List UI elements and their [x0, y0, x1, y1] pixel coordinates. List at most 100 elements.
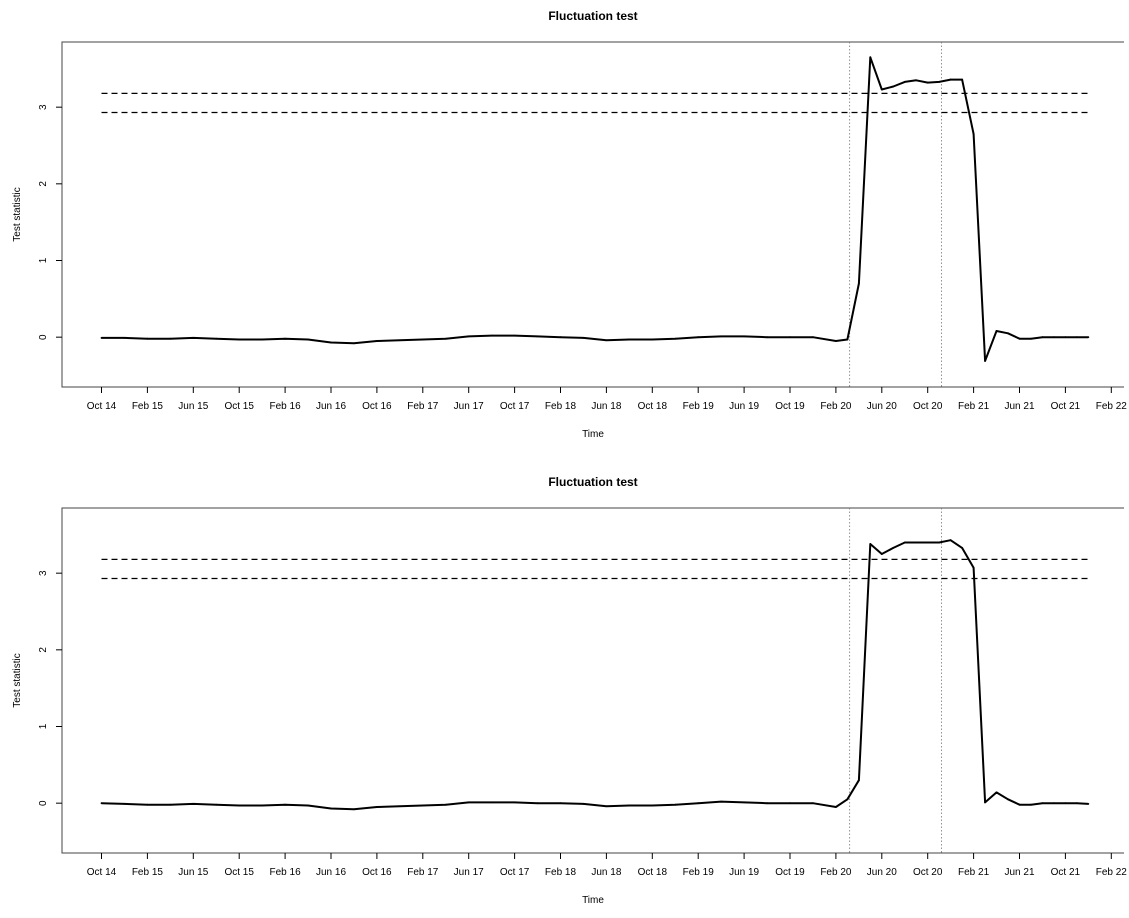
- data-point: [398, 805, 401, 808]
- chart-title: Fluctuation test: [548, 475, 637, 489]
- data-point: [284, 803, 286, 806]
- data-point: [1007, 332, 1009, 335]
- x-tick-label: Feb 22: [1096, 401, 1128, 412]
- data-point: [697, 802, 700, 805]
- y-tick-label: 2: [38, 647, 49, 653]
- data-point: [1018, 803, 1021, 806]
- data-point: [1007, 798, 1009, 801]
- data-point: [926, 541, 929, 544]
- x-tick-label: Feb 15: [132, 401, 164, 412]
- data-point: [835, 806, 837, 808]
- data-point: [536, 335, 539, 338]
- data-point: [880, 553, 883, 555]
- x-tick-label: Feb 16: [270, 867, 302, 878]
- x-tick-label: Feb 21: [958, 867, 990, 878]
- data-point: [146, 803, 149, 806]
- data-point: [674, 803, 677, 806]
- data-point: [766, 336, 768, 339]
- data-point: [1064, 802, 1067, 805]
- data-point: [835, 340, 837, 342]
- data-point: [857, 282, 860, 285]
- data-point: [605, 805, 608, 808]
- data-point: [123, 803, 126, 805]
- chart-panel-top: Fluctuation test 0 1 2 3 Test statistic Oct 14…: [0, 0, 1129, 452]
- data-point: [651, 804, 654, 807]
- data-point: [238, 804, 241, 807]
- data-point: [330, 807, 332, 810]
- data-point: [628, 804, 631, 807]
- y-tick-label: 1: [38, 723, 49, 729]
- data-point: [926, 81, 929, 84]
- x-tick-label: Oct 17: [500, 401, 530, 412]
- x-tick-label: Feb 21: [958, 401, 990, 412]
- x-tick-label: Feb 15: [132, 867, 164, 878]
- data-point: [846, 338, 849, 341]
- y-tick-label: 3: [38, 104, 49, 110]
- data-point: [984, 801, 986, 804]
- data-point: [1030, 337, 1032, 340]
- x-tick-label: Feb 19: [683, 867, 715, 878]
- data-point: [766, 802, 768, 805]
- data-point: [421, 804, 424, 807]
- x-tick-label: Jun 18: [591, 401, 621, 412]
- data-point: [353, 342, 355, 345]
- x-tick-label: Oct 14: [87, 867, 117, 878]
- data-point: [376, 340, 378, 342]
- x-tick-label: Jun 16: [316, 401, 346, 412]
- x-tick-label: Oct 17: [500, 867, 530, 878]
- data-point: [513, 801, 516, 804]
- data-point: [995, 330, 998, 332]
- data-point: [330, 341, 332, 344]
- data-point: [720, 335, 723, 338]
- x-tick-label: Jun 21: [1004, 401, 1034, 412]
- data-point: [467, 801, 470, 804]
- x-tick-label: Feb 17: [407, 867, 439, 878]
- data-point: [972, 133, 975, 135]
- data-point: [192, 803, 195, 805]
- data-point: [559, 802, 562, 805]
- data-point: [444, 337, 447, 340]
- x-tick-label: Oct 20: [913, 867, 943, 878]
- chart-title: Fluctuation test: [548, 9, 637, 23]
- data-point: [1030, 803, 1032, 806]
- data-point: [215, 803, 218, 806]
- x-tick-label: Jun 20: [867, 401, 897, 412]
- data-point: [915, 541, 918, 544]
- x-tick-label: Feb 16: [270, 401, 302, 412]
- data-point: [949, 539, 952, 542]
- x-tick-label: Jun 15: [178, 401, 208, 412]
- data-point: [467, 335, 470, 338]
- y-tick-label: 0: [38, 800, 49, 806]
- data-point: [307, 338, 309, 341]
- data-point: [1075, 336, 1078, 339]
- y-axis-label: Test statistic: [12, 653, 23, 707]
- x-tick-label: Oct 14: [87, 401, 117, 412]
- x-tick-label: Oct 18: [638, 867, 668, 878]
- data-point: [961, 78, 964, 81]
- data-point: [949, 78, 952, 81]
- x-tick-label: Jun 18: [591, 867, 621, 878]
- data-point: [857, 779, 860, 782]
- data-point: [169, 803, 172, 806]
- data-point: [674, 337, 677, 340]
- data-point: [1041, 802, 1044, 805]
- data-point: [261, 338, 264, 341]
- data-point: [892, 85, 895, 88]
- x-tick-label: Jun 17: [454, 401, 484, 412]
- plot-frame: [61, 507, 1124, 854]
- data-point: [651, 338, 654, 341]
- data-point: [284, 337, 286, 340]
- data-point: [903, 541, 906, 544]
- data-point: [938, 80, 941, 83]
- x-tick-label: Feb 20: [820, 401, 852, 412]
- data-point: [812, 336, 814, 339]
- data-point: [1053, 802, 1055, 805]
- x-tick-label: Oct 16: [362, 401, 392, 412]
- data-point: [1018, 337, 1021, 340]
- x-axis-label: Time: [582, 895, 604, 906]
- data-point: [869, 56, 872, 59]
- data-point: [938, 541, 941, 544]
- x-tick-label: Oct 19: [775, 401, 805, 412]
- x-tick-label: Jun 17: [454, 867, 484, 878]
- data-point: [513, 334, 516, 337]
